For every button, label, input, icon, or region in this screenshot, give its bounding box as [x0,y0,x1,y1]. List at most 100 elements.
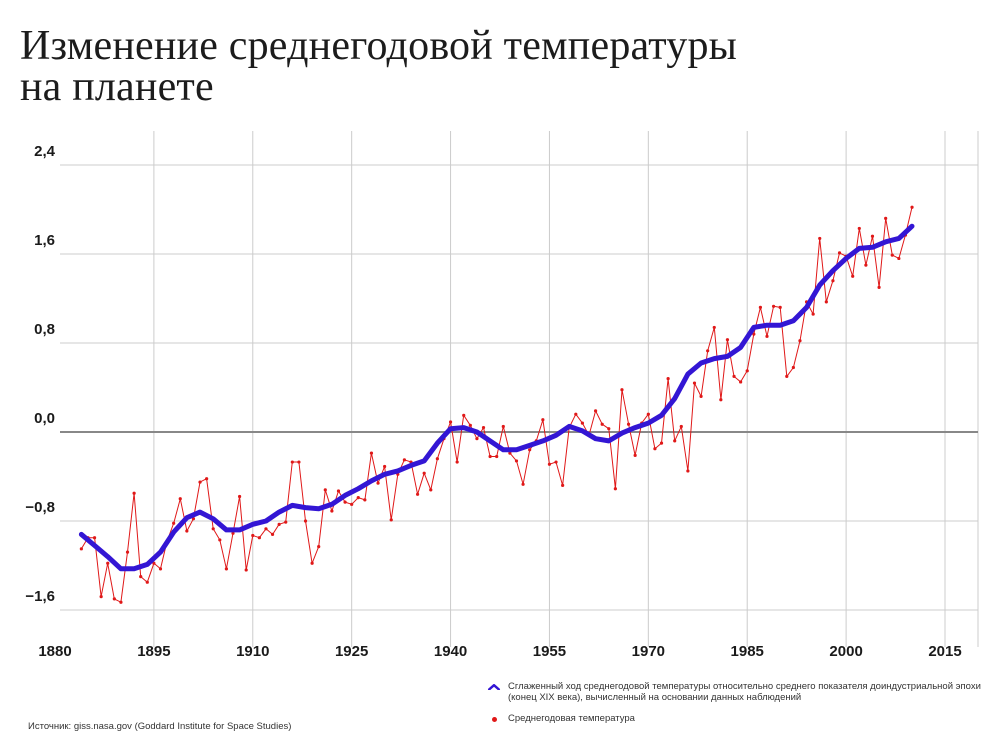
annual-point [369,451,374,455]
legend-item-annual: Среднегодовая температура [480,713,990,724]
smoothed-series-line [78,223,915,572]
annual-point [99,595,103,599]
annual-point [224,567,229,571]
annual-point [132,491,136,495]
annual-point [251,533,255,538]
annual-point [739,380,743,384]
annual-point [468,423,472,427]
annual-point [191,517,196,521]
annual-point [257,536,261,540]
annual-point [185,529,189,533]
annual-point [317,544,321,549]
annual-point [785,374,789,378]
annual-point [725,338,730,342]
annual-point [692,381,697,385]
annual-point [706,349,710,353]
annual-point [626,422,631,426]
chart-title-line-1: Изменение среднегодовой температуры [20,23,738,69]
x-tick-label: 1940 [434,643,467,660]
annual-point [455,460,459,464]
annual-point [659,441,664,445]
annual-point [719,398,723,402]
annual-point [323,488,327,492]
y-tick-label: −1,6 [25,588,55,605]
annual-point [244,568,248,572]
annual-point [910,205,914,209]
annual-point [699,394,703,398]
annual-point [429,488,433,492]
y-tick-label: 2,4 [34,143,56,160]
annual-point [356,496,360,500]
x-tick-label: 1985 [731,643,764,660]
annual-point [653,447,657,451]
annual-point [481,425,486,430]
annual-point [580,421,585,425]
annual-point [877,285,881,289]
x-tick-label: 2015 [928,643,961,660]
annual-point [205,477,209,481]
annual-point [798,339,802,343]
annual-point [778,305,782,309]
annual-point [218,538,222,542]
annual-point [277,522,281,526]
annual-point [758,305,763,309]
annual-point [350,502,354,506]
annual-point [264,527,268,531]
annual-point [383,464,387,469]
annual-point [92,536,97,540]
x-tick-label: 1925 [335,643,368,660]
annual-point [158,567,163,571]
x-tick-label: 1880 [38,643,71,660]
source-note: Источник: giss.nasa.gov (Goddard Institu… [28,721,292,732]
annual-point [547,462,552,466]
annual-point [178,497,182,501]
annual-point [851,274,855,278]
annual-point [389,518,393,522]
annual-point [771,304,776,308]
x-tick-label: 1910 [236,643,269,660]
annual-point [475,437,479,441]
annual-point [824,300,828,304]
annual-point [125,550,130,554]
annual-point [607,427,611,431]
plot-area [60,131,978,635]
annual-point [402,458,407,462]
chart-title-line-2: на планете [20,64,214,110]
x-tick-label: 1895 [137,643,170,660]
annual-point [620,388,624,392]
annual-point [495,454,499,459]
annual-point [211,527,215,531]
annual-point [297,460,301,464]
annual-point [172,521,176,525]
annual-point [897,256,901,261]
y-tick-label: −0,8 [25,499,55,516]
annual-point [561,483,565,487]
legend-label-smoothed: Сглаженный ход среднегодовой температуры… [508,681,981,703]
annual-point [198,480,202,484]
annual-point [231,531,235,535]
annual-point [415,492,420,496]
annual-point [303,519,308,523]
legend: Сглаженный ход среднегодовой температуры… [480,681,990,734]
annual-point [857,226,861,231]
y-tick-label: 1,6 [34,232,55,249]
legend-line-shape [488,684,500,690]
annual-point [686,469,690,473]
annual-point [818,236,822,241]
x-tick-label: 2000 [829,643,862,660]
chart-title: Изменение среднегодовой температуры на п… [20,23,738,110]
annual-point [448,420,453,424]
y-tick-label: 0,8 [34,321,55,338]
annual-point [106,561,110,565]
annual-point [237,494,242,499]
annual-point [554,460,558,464]
annual-point [732,374,736,378]
annual-point [791,365,795,370]
x-tick-label: 1970 [632,643,665,660]
annual-point [79,547,83,551]
annual-point [462,413,466,417]
annual-point [679,424,683,429]
annual-point [574,412,578,416]
annual-point [765,334,769,338]
